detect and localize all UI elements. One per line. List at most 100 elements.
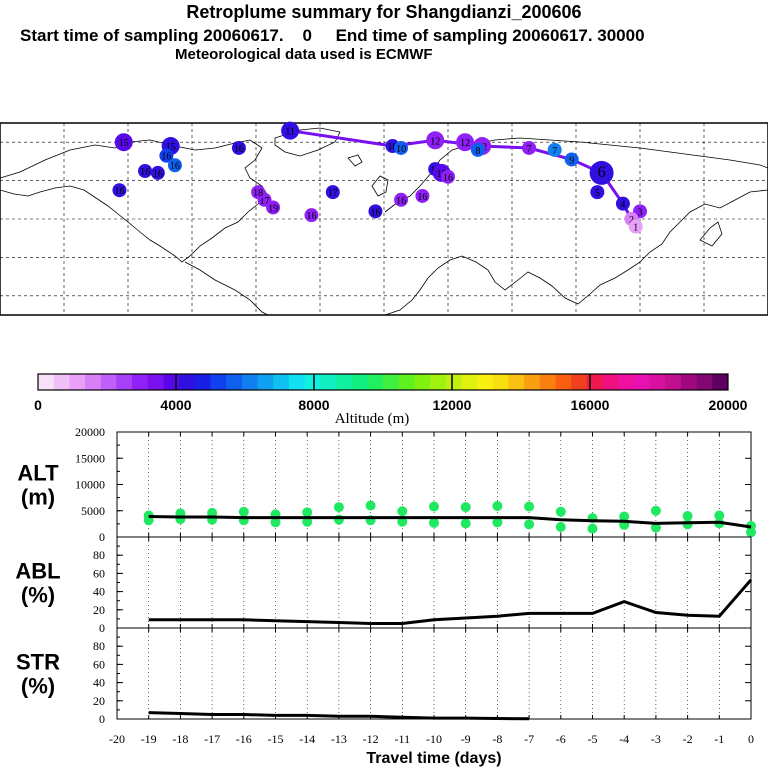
colorbar-cell: [241, 374, 259, 390]
scatter-point: [238, 506, 249, 517]
plume-marker-label: 5: [595, 188, 600, 199]
plume-marker-dot: [426, 131, 445, 150]
colorbar-cell: [665, 374, 682, 390]
scatter-point: [619, 511, 630, 522]
plume-marker-dot: [615, 196, 630, 211]
plume-marker-dot: [138, 164, 153, 178]
scatter-point: [492, 501, 503, 512]
colorbar-cell: [696, 374, 713, 390]
colorbar-cell: [351, 374, 368, 390]
scatter-point: [429, 517, 439, 528]
scatter-point: [555, 506, 566, 517]
colorbar-cell: [132, 374, 149, 390]
plume-marker-dot: [150, 165, 165, 180]
colorbar-cell: [383, 374, 400, 390]
plume-marker-label: 10: [388, 142, 398, 153]
colorbar-cell: [461, 374, 478, 390]
panel-ylabel-line: (m): [21, 485, 55, 510]
x-tick-label: -19: [141, 732, 157, 746]
plume-marker-label: 2: [629, 215, 634, 226]
colorbar-cell: [335, 374, 353, 390]
plume-marker-label: 19: [268, 203, 278, 214]
panel-abl: 0 20 40 60 80 ABL (%): [15, 536, 753, 635]
colorbar-tick-label: 8000: [298, 397, 329, 413]
colorbar-frame: [37, 373, 729, 391]
plume-marker-label: 9: [569, 155, 574, 166]
plume-marker-dot: [231, 140, 246, 155]
plume-marker: 16: [159, 148, 174, 163]
plume-marker-label: 12: [460, 138, 470, 149]
iceland: [347, 154, 363, 167]
x-tick-label: -15: [268, 732, 284, 746]
plume-marker: 12: [426, 131, 445, 150]
plume-marker-dot: [456, 133, 475, 152]
colorbar-tick-label: 20000: [709, 397, 748, 413]
colorbar-cell: [288, 374, 306, 390]
plume-marker: 9: [564, 152, 579, 167]
plume-marker-dot: [415, 188, 430, 203]
plume-marker-dot: [470, 142, 485, 157]
panel-frame: [116, 536, 752, 629]
series-line: [148, 578, 753, 625]
colorbar-cell: [618, 374, 635, 390]
plume-marker: 11: [281, 121, 300, 140]
plume-marker-label: 16: [396, 196, 406, 207]
colorbar-tick-label: 0: [34, 397, 42, 413]
plume-marker-label: 18: [253, 188, 263, 199]
colorbar-cell: [304, 374, 321, 390]
eurasia-africa: [384, 137, 768, 316]
x-tick-label: -6: [556, 732, 566, 746]
colorbar-cell: [492, 374, 509, 390]
plume-marker-label: 7: [552, 146, 557, 157]
x-tick-label: -18: [172, 732, 188, 746]
colorbar-cell: [398, 374, 415, 390]
scatter-point: [524, 519, 535, 530]
plume-markers: 1115151616161616161010121212814151616161…: [112, 121, 647, 234]
scatter-point: [460, 518, 471, 529]
x-tick-label: -8: [492, 732, 502, 746]
scatter-point: [365, 500, 376, 511]
plume-marker: 16: [167, 158, 182, 173]
plume-marker: 16: [231, 140, 246, 155]
plume-marker: 6: [589, 160, 614, 185]
plume-marker-dot: [547, 142, 562, 157]
met-data-line: Meteorological data used is ECMWF: [175, 46, 433, 63]
plume-marker-dot: [564, 152, 579, 167]
y-tick-label: 20000: [75, 425, 105, 439]
y-tick-label: 20: [93, 603, 105, 617]
plume-marker: 16: [138, 164, 153, 178]
colorbar-cell: [508, 374, 525, 390]
colorbar-cell: [586, 374, 604, 390]
plume-marker: 16: [112, 183, 127, 198]
colorbar-cell: [226, 374, 243, 390]
plume-marker-label: 6: [598, 164, 606, 181]
chart-title: Retroplume summary for Shangdianzi_20060…: [186, 2, 582, 22]
panel-ylabel-line: (%): [21, 674, 55, 699]
plume-marker-dot: [589, 160, 614, 185]
plume-marker-label: 17: [328, 188, 338, 199]
plume-marker-label: 8: [475, 146, 480, 157]
series-line: [148, 711, 530, 721]
plume-marker-dot: [114, 133, 133, 152]
colorbar-cell: [163, 374, 180, 390]
plume-marker-label: 10: [396, 144, 406, 155]
north-america: [0, 139, 269, 263]
colorbar-cell: [445, 374, 462, 390]
scatter-point: [682, 511, 693, 521]
plume-marker: 16: [415, 188, 430, 203]
y-tick-label: 60: [93, 566, 105, 580]
sampling-time-line: Start time of sampling 20060617. 0 End t…: [20, 26, 645, 45]
y-tick-label: 60: [93, 657, 105, 671]
panel-ylabel: ABL (%): [15, 559, 60, 608]
colorbar-cell: [116, 374, 133, 390]
x-tick-label: -14: [299, 732, 315, 746]
plume-marker: 12: [456, 133, 475, 152]
panel-frame: [116, 627, 752, 720]
coastlines: [0, 127, 768, 316]
plume-marker: 19: [266, 200, 281, 215]
panel-ylabel: STR (%): [16, 650, 60, 699]
plume-marker-label: 16: [140, 167, 150, 178]
colorbar-cell: [649, 374, 666, 390]
plume-marker-label: 11: [285, 127, 295, 138]
colorbar-cell: [430, 374, 447, 390]
